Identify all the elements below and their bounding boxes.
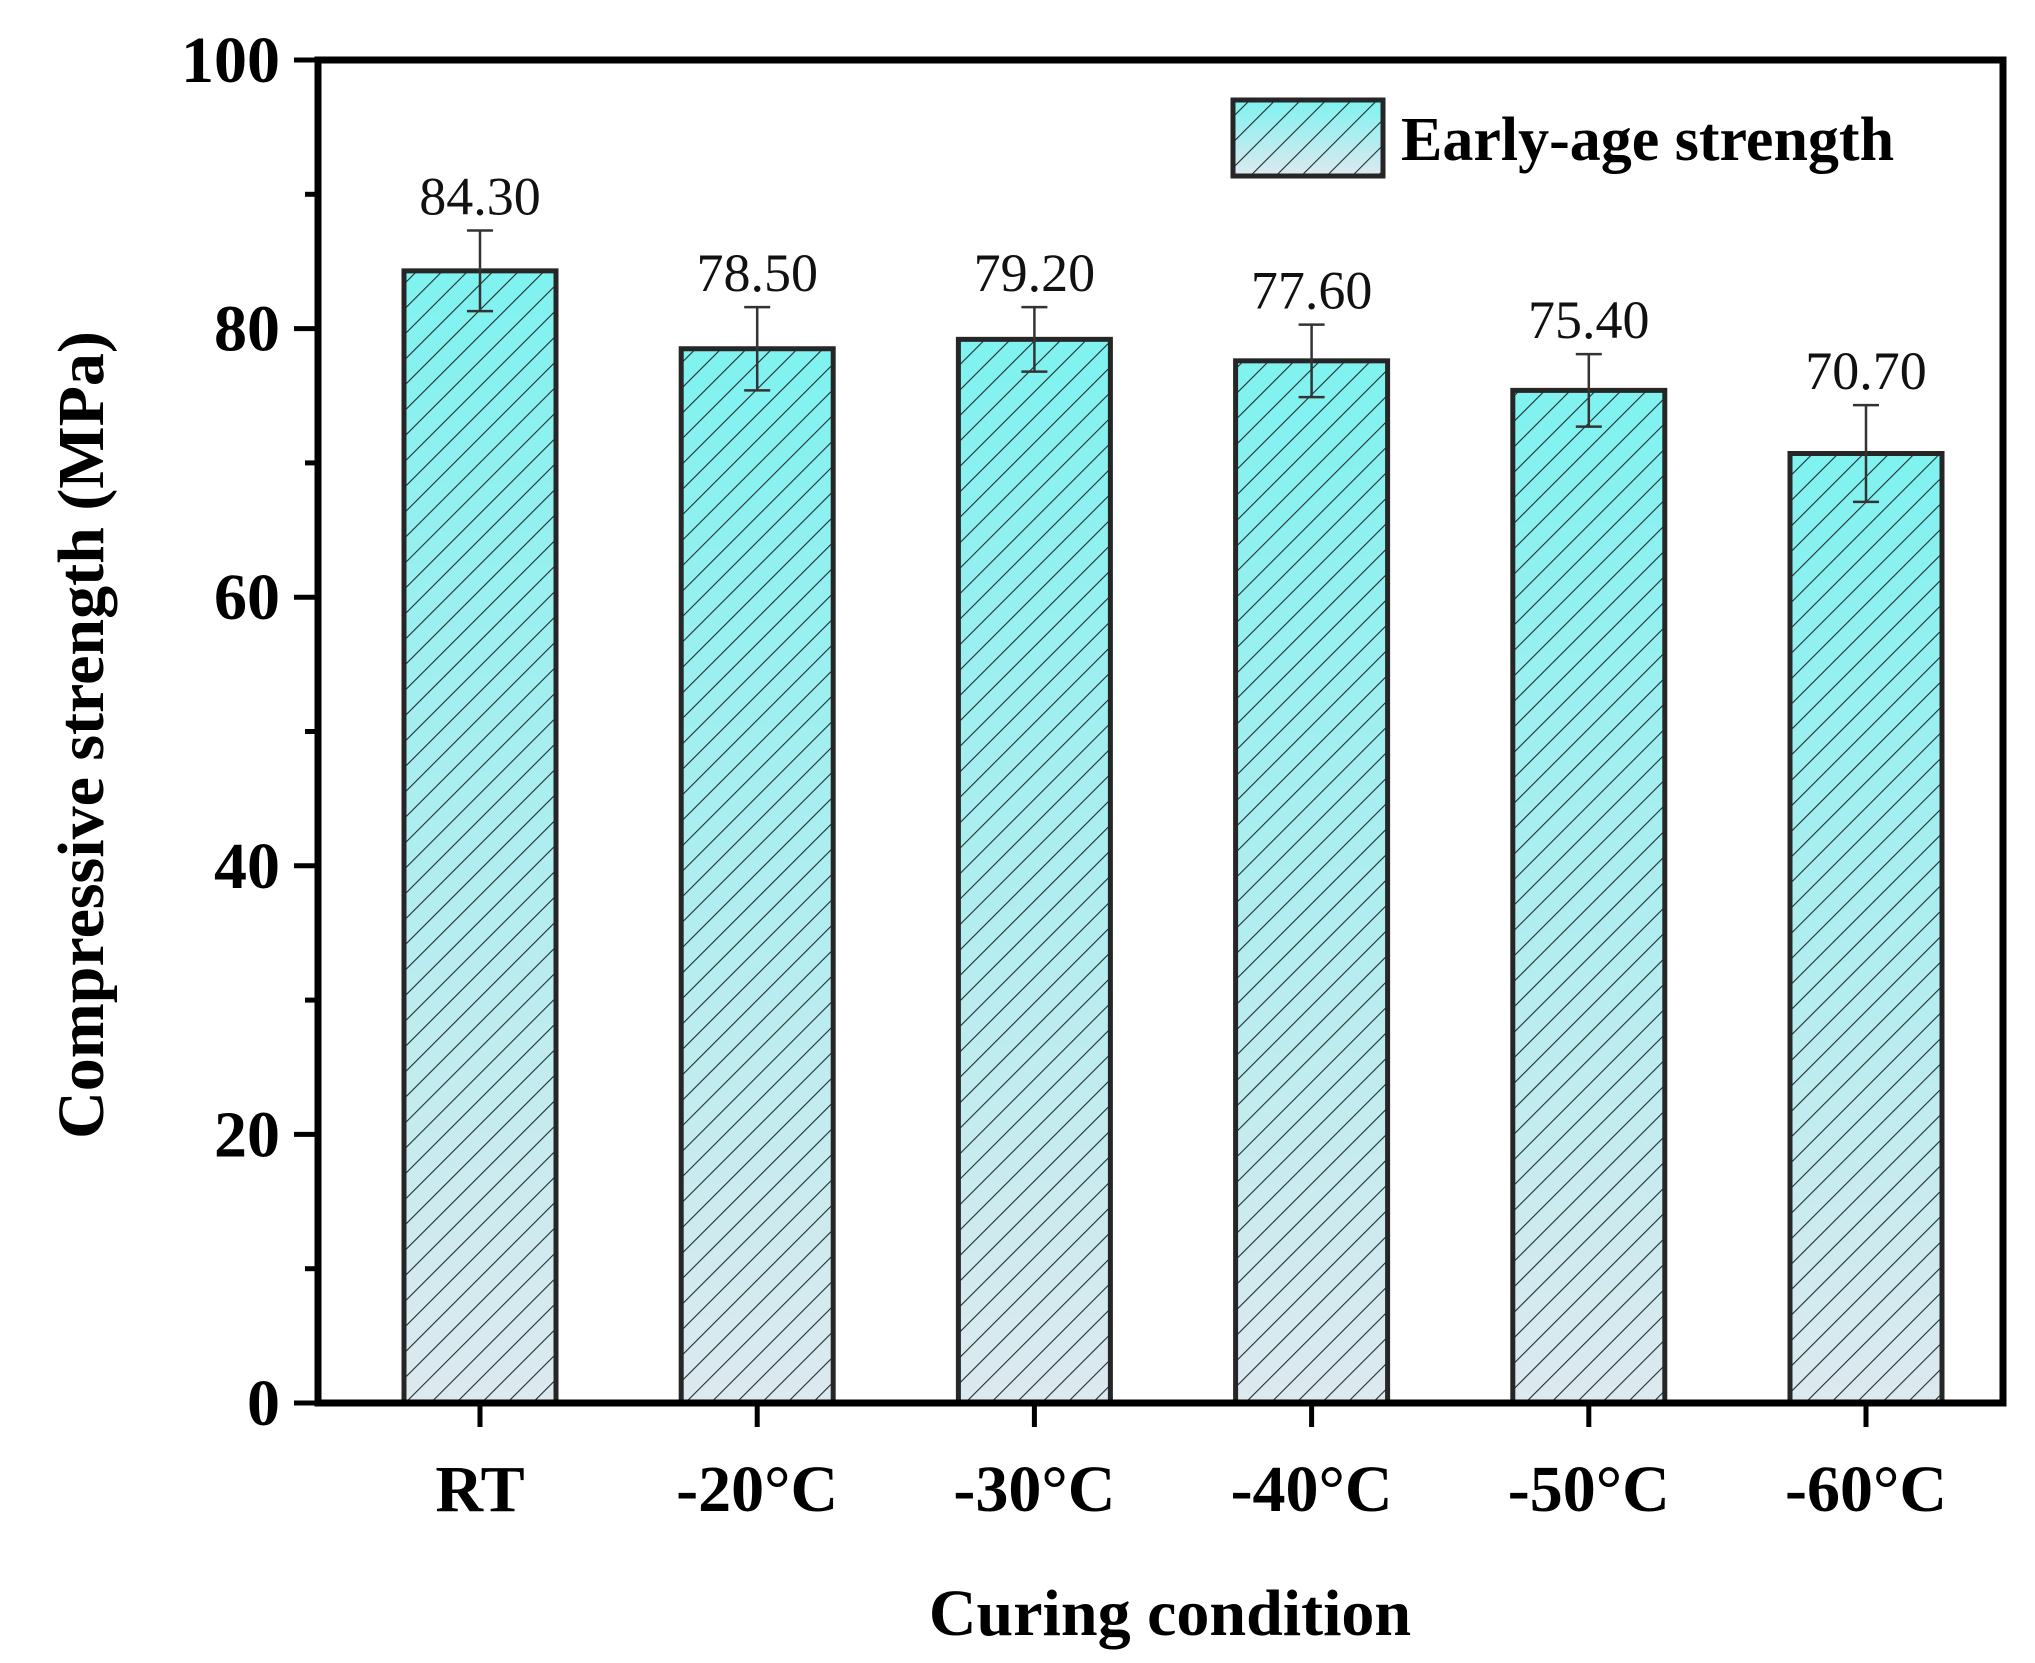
x-tick-label-2: -30°C bbox=[953, 1453, 1115, 1526]
x-axis-label: Curing condition bbox=[929, 1577, 1411, 1650]
y-tick-label-2: 40 bbox=[214, 830, 280, 903]
data-label-2: 79.20 bbox=[974, 243, 1096, 303]
y-tick-label-5: 100 bbox=[181, 24, 280, 97]
y-tick-label-4: 80 bbox=[214, 293, 280, 366]
y-tick-label-1: 20 bbox=[214, 1098, 280, 1171]
bar-hatch-3 bbox=[1235, 360, 1388, 1403]
y-tick-label-3: 60 bbox=[214, 561, 280, 634]
x-tick-label-5: -60°C bbox=[1785, 1453, 1947, 1526]
x-tick-label-4: -50°C bbox=[1508, 1453, 1670, 1526]
data-label-5: 70.70 bbox=[1805, 341, 1927, 401]
x-tick-label-0: RT bbox=[435, 1453, 524, 1526]
x-tick-label-1: -20°C bbox=[676, 1453, 838, 1526]
plot-frame bbox=[314, 56, 2007, 1407]
x-tick-label-3: -40°C bbox=[1231, 1453, 1393, 1526]
legend-swatch bbox=[1230, 97, 1386, 179]
legend-label: Early-age strength bbox=[1401, 106, 1894, 174]
bar-hatch-2 bbox=[958, 339, 1111, 1403]
bar-hatch-1 bbox=[681, 348, 834, 1403]
y-axis-label: Compressive strength (MPa) bbox=[45, 331, 118, 1139]
legend-swatch-hatch bbox=[1233, 100, 1383, 176]
data-label-3: 77.60 bbox=[1251, 261, 1373, 321]
data-label-4: 75.40 bbox=[1528, 290, 1650, 350]
bar-hatch-0 bbox=[404, 270, 556, 1403]
data-label-0: 84.30 bbox=[419, 167, 541, 227]
data-label-1: 78.50 bbox=[696, 243, 818, 303]
bar-hatch-5 bbox=[1790, 453, 1942, 1403]
y-tick-label-0: 0 bbox=[247, 1367, 280, 1440]
bar-hatch-4 bbox=[1512, 390, 1665, 1403]
